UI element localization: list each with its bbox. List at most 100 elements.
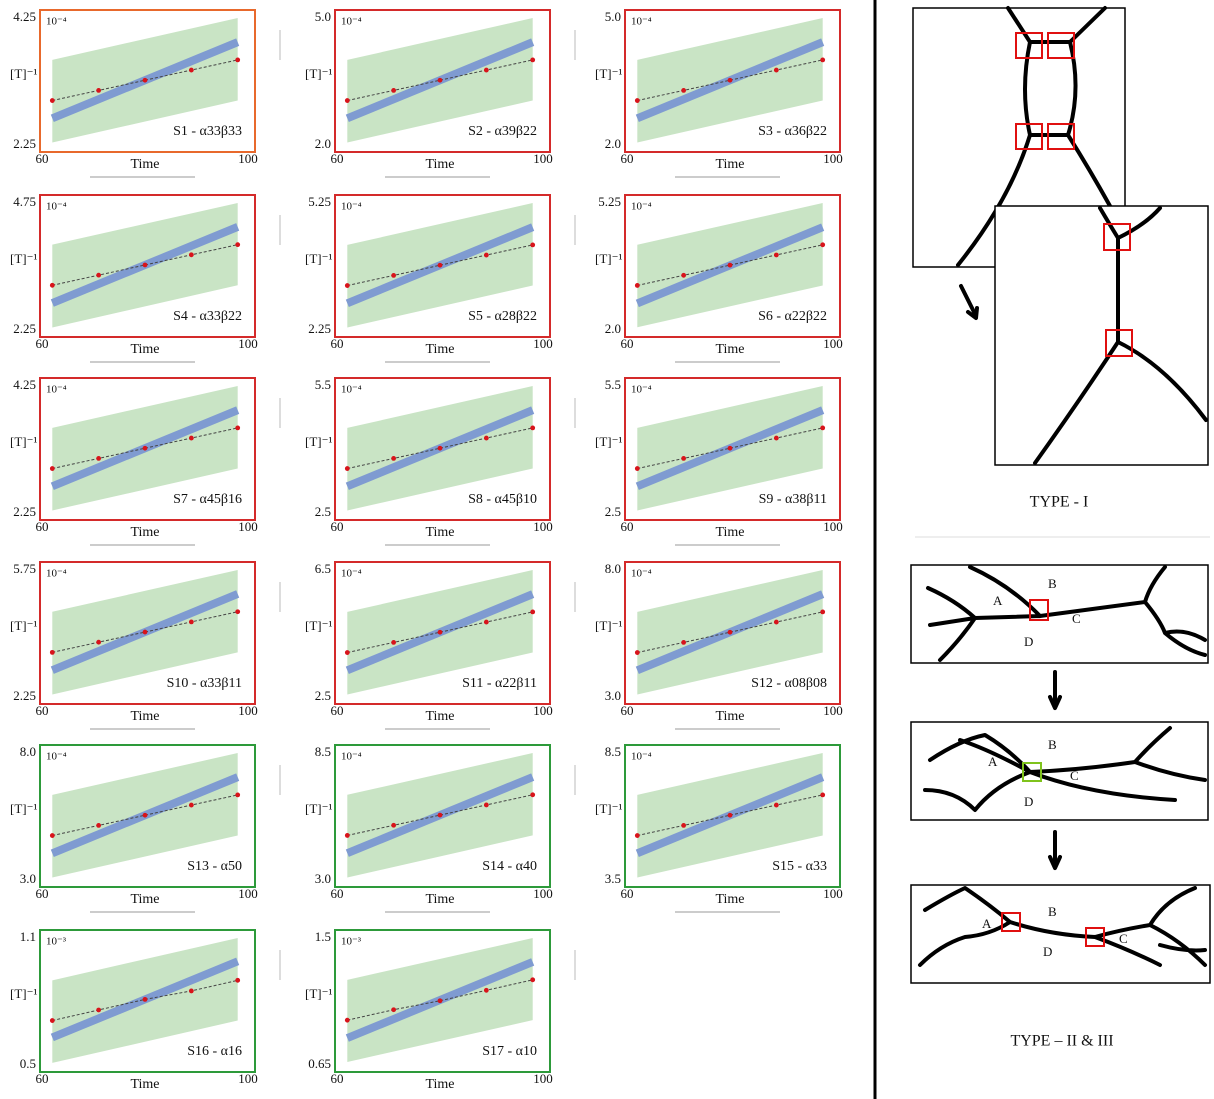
- x-tick-label: 60: [36, 519, 49, 534]
- exponent: 10⁻⁴: [341, 201, 362, 213]
- data-point: [189, 803, 194, 808]
- annotation: S16 - α16: [187, 1044, 242, 1059]
- annotation: S6 - α22β22: [758, 309, 827, 324]
- exponent: 10⁻⁴: [341, 384, 362, 396]
- data-point: [530, 426, 535, 431]
- y-tick-label: 2.0: [605, 136, 621, 151]
- data-point: [438, 78, 443, 83]
- annotation: S8 - α45β10: [468, 492, 537, 507]
- x-tick-label: 100: [238, 886, 258, 901]
- x-tick-label: 100: [238, 151, 258, 166]
- data-point: [50, 1018, 55, 1023]
- x-tick-label: 100: [533, 151, 553, 166]
- x-axis-label: Time: [425, 709, 454, 724]
- data-point: [96, 273, 101, 278]
- grain-label: D: [1024, 794, 1033, 809]
- data-point: [345, 98, 350, 103]
- arrow: [1050, 832, 1060, 868]
- data-point: [235, 242, 240, 247]
- y-axis-label: [T]⁻¹: [10, 434, 37, 449]
- x-axis-label: Time: [130, 1077, 159, 1092]
- exponent: 10⁻³: [341, 936, 362, 948]
- y-tick-label: 4.25: [13, 377, 36, 392]
- data-point: [530, 977, 535, 982]
- data-point: [681, 88, 686, 93]
- y-axis-label: [T]⁻¹: [305, 66, 332, 81]
- data-point: [96, 456, 101, 461]
- x-tick-label: 100: [533, 336, 553, 351]
- data-point: [820, 242, 825, 247]
- data-point: [728, 78, 733, 83]
- x-axis-label: Time: [130, 892, 159, 907]
- y-axis-label: [T]⁻¹: [10, 66, 37, 81]
- x-tick-label: 60: [331, 703, 344, 718]
- data-point: [345, 466, 350, 471]
- x-tick-label: 60: [36, 886, 49, 901]
- y-axis-label: [T]⁻¹: [10, 986, 37, 1001]
- exponent: 10⁻⁴: [341, 751, 362, 763]
- y-tick-label: 3.0: [315, 871, 331, 886]
- y-tick-label: 5.0: [605, 9, 621, 24]
- x-tick-label: 100: [823, 336, 843, 351]
- data-point: [530, 792, 535, 797]
- annotation: S13 - α50: [187, 859, 242, 874]
- data-point: [484, 68, 489, 73]
- y-axis-label: [T]⁻¹: [10, 618, 37, 633]
- y-tick-label: 0.5: [20, 1056, 36, 1071]
- x-axis-label: Time: [130, 157, 159, 172]
- data-point: [345, 1018, 350, 1023]
- data-point: [143, 446, 148, 451]
- data-point: [189, 436, 194, 441]
- grain-label: A: [993, 593, 1003, 608]
- data-point: [635, 283, 640, 288]
- x-tick-label: 60: [331, 336, 344, 351]
- y-axis-label: [T]⁻¹: [305, 986, 332, 1001]
- annotation: S11 - α22β11: [462, 676, 537, 691]
- y-tick-label: 3.0: [20, 871, 36, 886]
- grain-label: C: [1119, 931, 1128, 946]
- data-point: [728, 813, 733, 818]
- data-point: [50, 650, 55, 655]
- annotation: S1 - α33β33: [173, 124, 242, 139]
- x-tick-label: 60: [621, 703, 634, 718]
- grain-label: D: [1024, 634, 1033, 649]
- annotation: S14 - α40: [482, 859, 537, 874]
- y-axis-label: [T]⁻¹: [305, 618, 332, 633]
- data-point: [235, 978, 240, 983]
- data-point: [820, 58, 825, 63]
- y-tick-label: 2.25: [13, 688, 36, 703]
- data-point: [774, 253, 779, 258]
- exponent: 10⁻⁴: [341, 16, 362, 28]
- y-tick-label: 2.25: [13, 321, 36, 336]
- x-tick-label: 100: [533, 886, 553, 901]
- data-point: [143, 78, 148, 83]
- data-point: [345, 833, 350, 838]
- y-tick-label: 2.25: [13, 504, 36, 519]
- data-point: [820, 426, 825, 431]
- x-axis-label: Time: [715, 709, 744, 724]
- x-tick-label: 100: [533, 703, 553, 718]
- x-tick-label: 100: [238, 1071, 258, 1086]
- data-point: [391, 273, 396, 278]
- exponent: 10⁻⁴: [46, 568, 67, 580]
- annotation: S3 - α36β22: [758, 124, 827, 139]
- data-point: [728, 630, 733, 635]
- data-point: [484, 253, 489, 258]
- x-tick-label: 60: [36, 1071, 49, 1086]
- data-point: [143, 630, 148, 635]
- y-tick-label: 2.25: [308, 321, 331, 336]
- y-tick-label: 5.5: [605, 377, 621, 392]
- annotation: S12 - α08β08: [751, 676, 827, 691]
- x-tick-label: 60: [36, 703, 49, 718]
- data-point: [235, 609, 240, 614]
- data-point: [635, 833, 640, 838]
- x-tick-label: 100: [238, 519, 258, 534]
- y-tick-label: 6.5: [315, 561, 331, 576]
- data-point: [681, 640, 686, 645]
- data-point: [530, 243, 535, 248]
- y-tick-label: 5.25: [308, 194, 331, 209]
- y-tick-label: 3.0: [605, 688, 621, 703]
- y-axis-label: [T]⁻¹: [305, 434, 332, 449]
- data-point: [530, 58, 535, 63]
- x-tick-label: 60: [621, 886, 634, 901]
